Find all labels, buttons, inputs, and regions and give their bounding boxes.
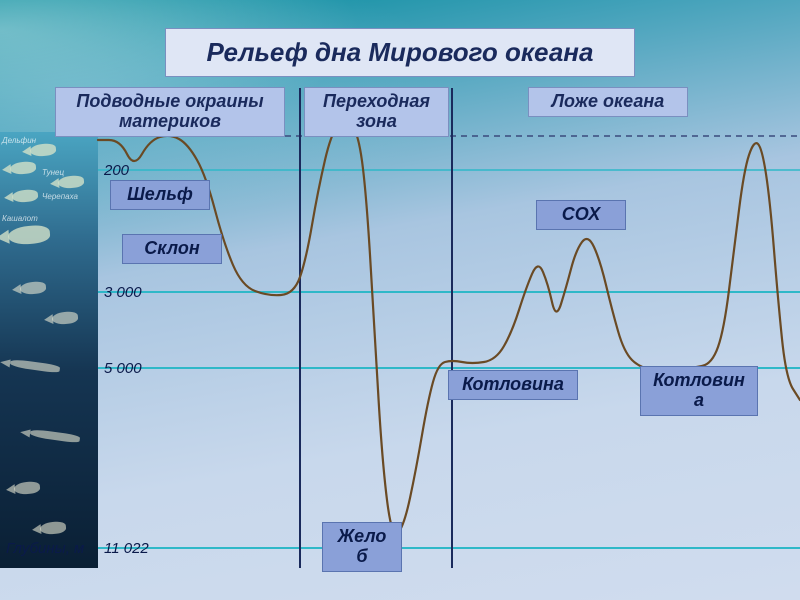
slide-stage: Дельфин Тунец Черепаха Кашалот Рельеф дна М… bbox=[0, 0, 800, 600]
fauna-column: Дельфин Тунец Черепаха Кашалот bbox=[0, 132, 98, 568]
feature-label-shelf: Шельф bbox=[110, 180, 210, 210]
fauna-icon bbox=[10, 161, 37, 175]
fauna-label: Дельфин bbox=[2, 136, 36, 145]
fauna-icon bbox=[12, 189, 39, 203]
fauna-icon bbox=[52, 311, 79, 325]
fauna-label: Кашалот bbox=[2, 214, 38, 223]
feature-label-soh: СОХ bbox=[536, 200, 626, 230]
zone-label-transition: Переходная зона bbox=[304, 87, 449, 137]
fauna-icon bbox=[10, 359, 61, 374]
depth-axis-title: Глубины, м bbox=[6, 540, 84, 557]
fauna-icon bbox=[58, 175, 85, 189]
fauna-icon bbox=[20, 281, 47, 295]
fauna-icon bbox=[30, 143, 57, 157]
fauna-label: Тунец bbox=[42, 168, 64, 177]
zone-label-bed: Ложе океана bbox=[528, 87, 688, 117]
fauna-icon bbox=[14, 481, 41, 495]
depth-tick: 200 bbox=[104, 162, 129, 179]
feature-label-basin1: Котловина bbox=[448, 370, 578, 400]
fauna-label: Черепаха bbox=[42, 192, 78, 201]
fauna-icon bbox=[30, 429, 81, 444]
feature-label-trench: Жело б bbox=[322, 522, 402, 572]
slide-title: Рельеф дна Мирового океана bbox=[165, 28, 635, 77]
depth-tick: 5 000 bbox=[104, 360, 142, 377]
depth-tick: 3 000 bbox=[104, 284, 142, 301]
fauna-icon bbox=[7, 224, 50, 246]
depth-tick: 11 022 bbox=[104, 540, 149, 557]
feature-label-slope: Склон bbox=[122, 234, 222, 264]
fauna-icon bbox=[40, 521, 67, 535]
feature-label-basin2: Котловин а bbox=[640, 366, 758, 416]
zone-label-margin: Подводные окраины материков bbox=[55, 87, 285, 137]
